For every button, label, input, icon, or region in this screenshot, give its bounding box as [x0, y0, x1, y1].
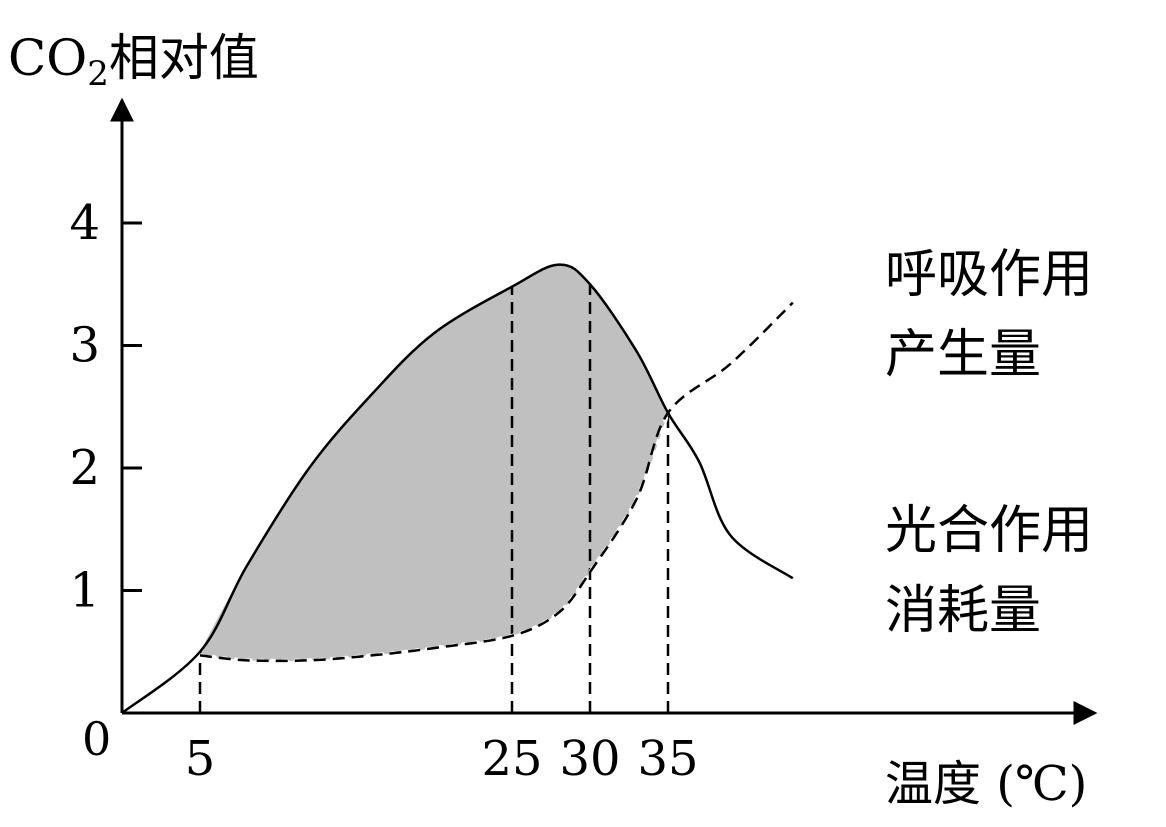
reference-lines	[198, 284, 670, 713]
y-tick-label: 1	[69, 563, 100, 619]
legend-photosynthesis-line1: 光合作用	[885, 501, 1093, 561]
y-axis-label: CO2相对值	[8, 29, 259, 94]
x-ticks: 5 25 30 35	[185, 731, 699, 787]
legend-respiration-line2: 产生量	[885, 325, 1041, 385]
legend-respiration-line1: 呼吸作用	[885, 245, 1093, 305]
y-tick-label: 4	[69, 195, 100, 251]
y-ticks: 1 2 3 4	[69, 195, 142, 619]
series-respiration-line	[199, 301, 794, 663]
x-tick-label: 30	[559, 731, 620, 787]
series-photosynthesis-line	[121, 263, 794, 714]
x-tick-label: 35	[637, 731, 698, 787]
x-tick-label: 25	[481, 731, 542, 787]
y-tick-label: 2	[69, 440, 100, 496]
shaded-difference-area	[200, 264, 668, 661]
y-tick-label: 3	[69, 318, 100, 374]
x-axis-label: 温度 (℃)	[885, 756, 1087, 812]
legend-photosynthesis-line2: 消耗量	[885, 581, 1041, 641]
origin-label: 0	[82, 712, 111, 766]
x-tick-label: 5	[185, 731, 216, 787]
